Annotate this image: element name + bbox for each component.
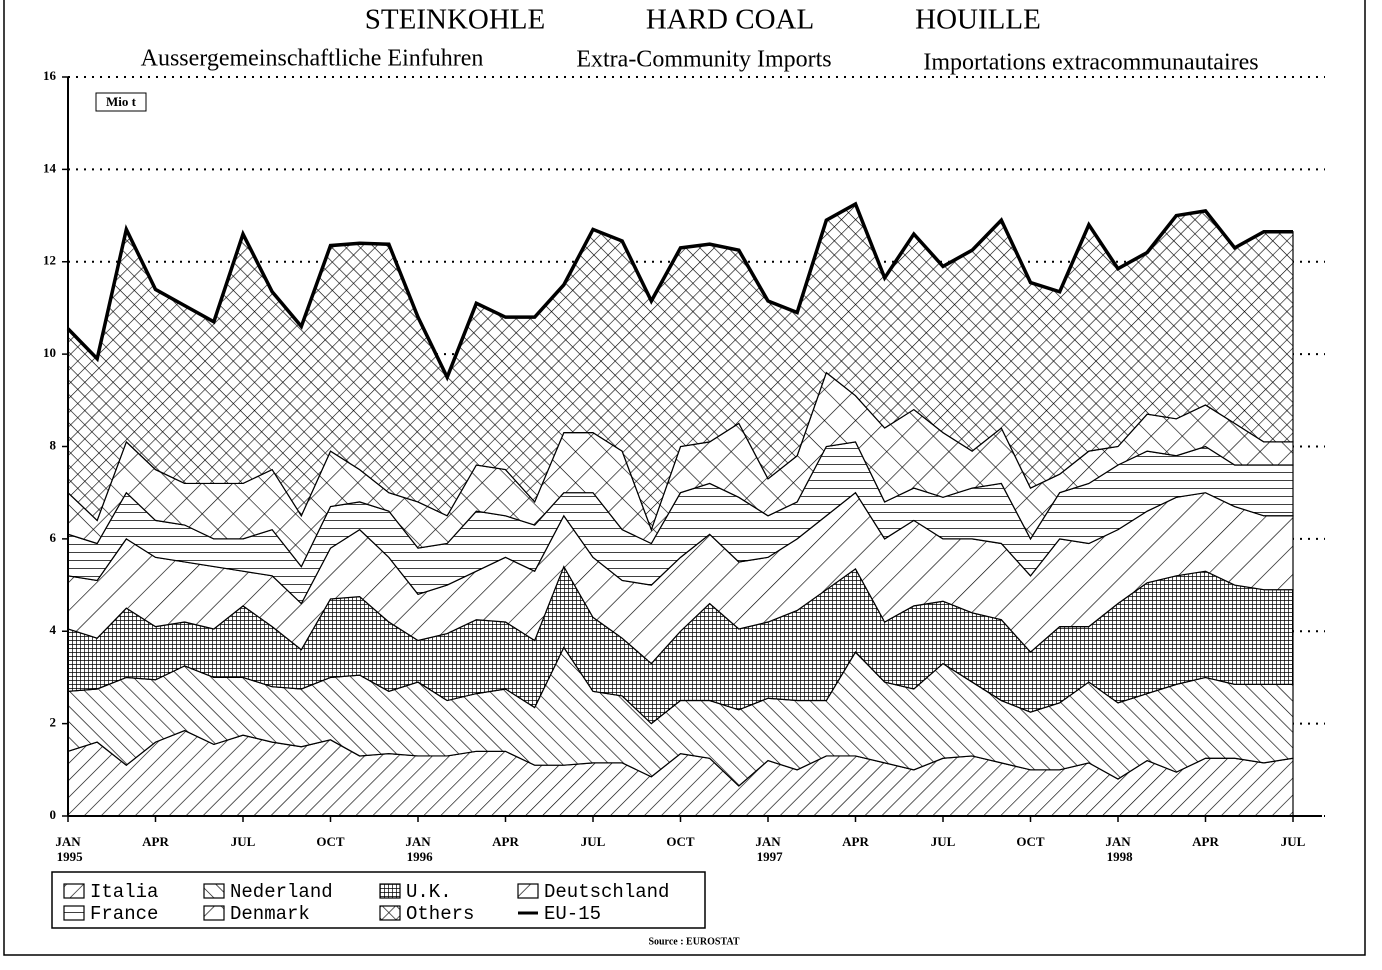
source: Source : EUROSTAT	[648, 936, 739, 947]
x-tick-label: APR	[492, 834, 519, 849]
legend: Italia Nederland U.K. Deutschland France Denm…	[63, 881, 669, 925]
y-tick-label: 8	[50, 437, 57, 452]
x-tick-label: APR	[842, 834, 869, 849]
legend-label: U.K.	[406, 881, 452, 903]
legend-label: Others	[406, 903, 474, 925]
subtitle: Aussergemeinschaftliche Einfuhren	[141, 46, 484, 72]
y-tick-label: 14	[43, 160, 57, 175]
x-tick-label: OCT	[1016, 834, 1045, 849]
frame	[3, 0, 1366, 956]
x-tick-label: APR	[142, 834, 169, 849]
x-tick-label: OCT	[316, 834, 345, 849]
y-tick-label: 4	[50, 622, 57, 637]
title: HARD COAL	[646, 4, 814, 36]
legend-label: France	[90, 903, 158, 925]
legend-label: Nederland	[230, 881, 333, 903]
legend-swatch	[63, 883, 85, 899]
legend-swatch	[517, 883, 539, 899]
x-tick-label: JAN 1997	[753, 834, 783, 864]
x-tick-label: JUL	[1281, 834, 1306, 849]
x-tick-label: JAN 1995	[53, 834, 83, 864]
legend-label: Denmark	[230, 903, 310, 925]
y-tick-label: 10	[43, 345, 56, 360]
y-tick-label: 6	[50, 530, 57, 545]
y-tick-label: 0	[50, 807, 57, 822]
x-tick-label: APR	[1192, 834, 1219, 849]
x-tick-label: JUL	[581, 834, 606, 849]
subtitle: Extra-Community Imports	[576, 47, 831, 73]
legend-label: Italia	[90, 881, 158, 903]
legend-swatch	[203, 883, 225, 899]
title: HOUILLE	[915, 4, 1041, 36]
y-tick-label: 16	[43, 68, 57, 83]
legend-swatch	[379, 905, 401, 921]
axes: 0 2 4 6 8 10 12 14 16 JAN 1995 APR JUL OCT JAN 1996 AP…	[43, 68, 1322, 864]
total-line	[66, 201, 1293, 382]
legend-swatch	[63, 905, 85, 921]
legend-box	[51, 871, 706, 929]
unit-box	[95, 92, 147, 112]
legend-swatch	[203, 905, 225, 921]
y-tick-label: 2	[50, 715, 57, 730]
legend-swatch	[379, 883, 401, 899]
title: STEINKOHLE	[365, 4, 545, 36]
legend-label: EU-15	[544, 903, 601, 925]
x-tick-label: JAN 1998	[1103, 834, 1133, 864]
x-tick-label: JAN 1996	[403, 834, 433, 864]
x-tick-label: JUL	[931, 834, 956, 849]
unit: Mio t	[106, 94, 137, 109]
x-tick-label: JUL	[231, 834, 256, 849]
y-tick-label: 12	[43, 253, 56, 268]
x-tick-label: OCT	[666, 834, 695, 849]
areas	[66, 201, 1294, 817]
subtitle: Importations extracommunautaires	[923, 50, 1258, 76]
legend-label: Deutschland	[544, 881, 669, 903]
